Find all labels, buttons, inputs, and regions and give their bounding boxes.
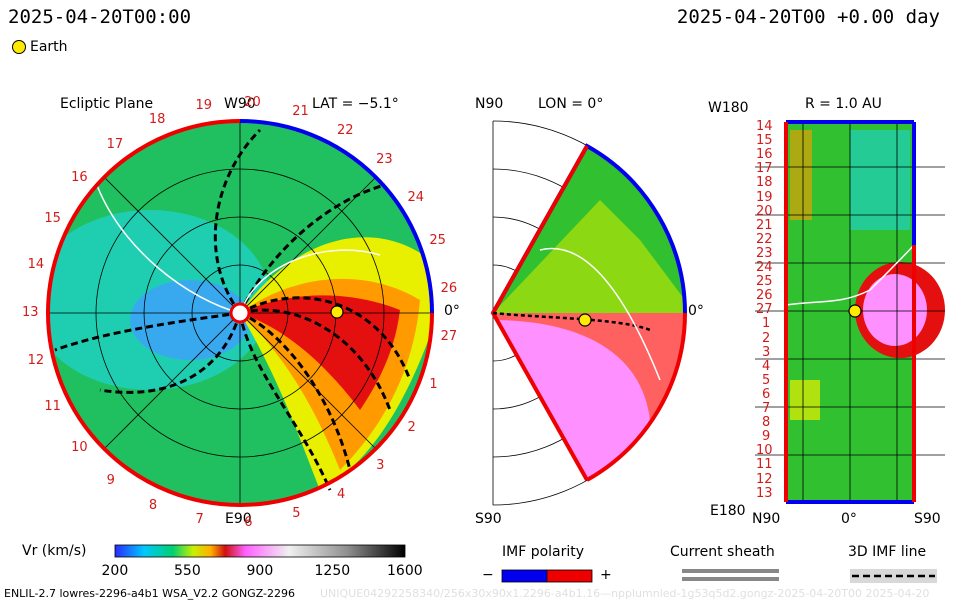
run-watermark: UNIQUE04292258340/256x30x90x1.2296-a4b1.… (320, 587, 958, 600)
carrington-tick-label: 26 (441, 281, 458, 296)
colorbar-title: Vr (km/s) (22, 543, 86, 559)
sphere-row-label: 1 (762, 316, 770, 331)
sphere-row-label: 20 (756, 204, 773, 219)
sphere-row-label: 10 (756, 443, 773, 458)
sun-marker (231, 304, 249, 322)
meridional-right-label: 0° (688, 303, 704, 319)
imf-plus-label: + (600, 567, 612, 583)
carrington-tick-label: 9 (107, 473, 115, 488)
sphere-row-label: 19 (756, 190, 773, 205)
sphere-row-label: 2 (762, 331, 770, 346)
carrington-tick-label: 21 (292, 104, 309, 119)
carrington-tick-label: 19 (196, 98, 213, 113)
sphere-axis-s90: S90 (914, 511, 941, 527)
imf-negative-swatch (502, 570, 547, 582)
carrington-tick-label: 10 (71, 440, 88, 455)
sheath-legend-line-2 (682, 577, 779, 581)
sphere-bottom-left-label: E180 (710, 503, 746, 519)
carrington-tick-label: 2 (407, 420, 415, 435)
sphere-row-label: 5 (762, 373, 770, 388)
sphere-title: R = 1.0 AU (805, 96, 882, 112)
meridional-south-label: S90 (475, 511, 502, 527)
sphere-axis-n90: N90 (752, 511, 780, 527)
sphere-row-label: 16 (756, 147, 773, 162)
sphere-row-label: 3 (762, 345, 770, 360)
carrington-tick-label: 22 (337, 123, 354, 138)
earth-marker-meridional (579, 314, 591, 326)
sphere-axis-0: 0° (841, 511, 857, 527)
sphere-yellow-patch (790, 380, 820, 420)
earth-marker-ecliptic (331, 306, 343, 318)
sphere-pink-blob (863, 274, 927, 346)
carrington-tick-label: 23 (376, 152, 393, 167)
carrington-tick-label: 11 (44, 399, 61, 414)
imf-minus-label: − (482, 567, 494, 583)
carrington-tick-label: 8 (149, 498, 157, 513)
sphere-top-left-label: W180 (708, 100, 749, 116)
meridional-panel (493, 121, 700, 520)
carrington-tick-label: 15 (44, 211, 61, 226)
earth-marker-sphere (849, 305, 861, 317)
carrington-tick-label: 17 (107, 137, 124, 152)
sphere-row-label: 14 (756, 119, 773, 134)
ecliptic-plane-panel (30, 121, 432, 505)
sphere-row-label: 6 (762, 387, 770, 402)
velocity-colorbar (115, 545, 405, 557)
ecliptic-lat-label: LAT = −5.1° (312, 96, 399, 112)
sphere-row-label: 17 (756, 161, 773, 176)
sphere-row-label: 26 (756, 288, 773, 303)
carrington-tick-label: 24 (407, 190, 424, 205)
meridional-north-label: N90 (475, 96, 503, 112)
sphere-panel (755, 122, 945, 502)
sphere-row-label: 21 (756, 218, 773, 233)
meridional-lon-label: LON = 0° (538, 96, 603, 112)
sphere-row-label: 27 (756, 302, 773, 317)
sphere-row-label: 18 (756, 175, 773, 190)
sphere-row-label: 22 (756, 232, 773, 247)
enlil-visualization (0, 0, 960, 600)
carrington-tick-label: 3 (376, 458, 384, 473)
colorbar-tick-label: 200 (102, 563, 129, 579)
sphere-row-label: 11 (756, 457, 773, 472)
carrington-tick-label: 5 (292, 506, 300, 521)
model-footer: ENLIL-2.7 lowres-2296-a4b1 WSA_V2.2 GONG… (4, 587, 295, 600)
carrington-tick-label: 13 (22, 305, 39, 320)
ecliptic-title: Ecliptic Plane (60, 96, 153, 112)
sphere-row-label: 23 (756, 246, 773, 261)
colorbar-tick-label: 900 (247, 563, 274, 579)
carrington-tick-label: 1 (429, 377, 437, 392)
sphere-orange-band (790, 130, 812, 220)
sphere-row-label: 13 (756, 486, 773, 501)
sphere-row-label: 7 (762, 401, 770, 416)
sphere-row-label: 9 (762, 429, 770, 444)
carrington-tick-label: 14 (28, 257, 45, 272)
carrington-tick-label: 12 (28, 353, 45, 368)
sheath-legend-line-1 (682, 569, 779, 573)
carrington-tick-label: 20 (244, 95, 261, 110)
sphere-row-label: 24 (756, 260, 773, 275)
sphere-row-label: 8 (762, 415, 770, 430)
carrington-tick-label: 7 (196, 512, 204, 527)
carrington-tick-label: 4 (337, 487, 345, 502)
current-sheath-title: Current sheath (670, 544, 775, 560)
imf-polarity-title: IMF polarity (502, 544, 584, 560)
imf-positive-swatch (547, 570, 592, 582)
sphere-row-label: 25 (756, 274, 773, 289)
ecliptic-right-label: 0° (444, 303, 460, 319)
sphere-row-label: 12 (756, 472, 773, 487)
colorbar-tick-label: 1250 (315, 563, 351, 579)
carrington-tick-label: 6 (244, 515, 252, 530)
imf-line-title: 3D IMF line (848, 544, 926, 560)
carrington-tick-label: 16 (71, 170, 88, 185)
sphere-row-label: 15 (756, 133, 773, 148)
colorbar-tick-label: 1600 (387, 563, 423, 579)
colorbar-tick-label: 550 (174, 563, 201, 579)
sphere-row-label: 4 (762, 359, 770, 374)
carrington-tick-label: 27 (441, 329, 458, 344)
carrington-tick-label: 18 (149, 112, 166, 127)
carrington-tick-label: 25 (429, 233, 446, 248)
